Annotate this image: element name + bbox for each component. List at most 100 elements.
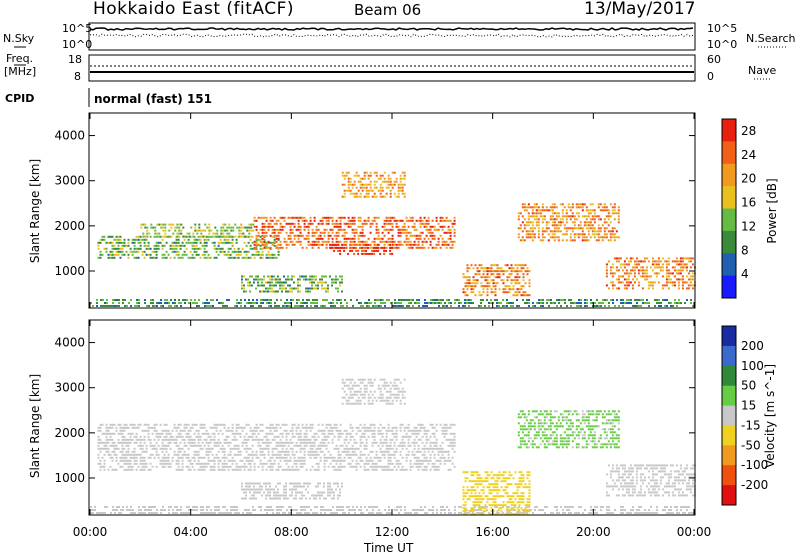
echo-cell	[148, 242, 150, 244]
echo-cell	[158, 248, 160, 250]
echo-cell	[202, 236, 204, 238]
echo-cell	[148, 424, 150, 426]
search-noise-trace	[90, 34, 693, 37]
echo-cell	[248, 227, 250, 229]
echo-cell	[302, 427, 304, 429]
echo-cell	[112, 442, 114, 444]
echo-cell	[566, 218, 568, 220]
echo-cell	[336, 223, 338, 225]
echo-cell	[250, 469, 252, 471]
echo-cell	[260, 439, 262, 441]
echo-cell	[588, 224, 590, 226]
echo-cell	[507, 279, 509, 281]
echo-cell	[212, 236, 214, 238]
echo-cell	[92, 512, 94, 514]
echo-cell	[628, 284, 630, 286]
echo-cell	[276, 257, 278, 259]
echo-cell	[440, 220, 442, 222]
echo-cell	[322, 305, 324, 307]
echo-cell	[314, 442, 316, 444]
echo-cell	[118, 302, 120, 304]
echo-cell	[270, 509, 272, 511]
echo-cell	[268, 445, 270, 447]
echo-cell	[282, 445, 284, 447]
echo-cell	[243, 291, 245, 293]
echo-cell	[372, 436, 374, 438]
echo-cell	[204, 236, 206, 238]
echo-cell	[332, 299, 334, 301]
echo-cell	[358, 457, 360, 459]
echo-cell	[414, 223, 416, 225]
echo-cell	[208, 445, 210, 447]
echo-cell	[499, 288, 501, 290]
echo-cell	[422, 442, 424, 444]
echo-cell	[586, 236, 588, 238]
echo-cell	[122, 245, 124, 247]
echo-cell	[196, 239, 198, 241]
echo-cell	[480, 302, 482, 304]
echo-cell	[438, 229, 440, 231]
echo-cell	[114, 445, 116, 447]
echo-cell	[626, 284, 628, 286]
echo-cell	[602, 506, 604, 508]
echo-cell	[422, 220, 424, 222]
echo-cell	[378, 235, 380, 237]
echo-cell	[341, 279, 343, 281]
echo-cell	[134, 454, 136, 456]
echo-cell	[356, 196, 358, 198]
echo-cell	[554, 506, 556, 508]
echo-cell	[380, 424, 382, 426]
echo-cell	[282, 433, 284, 435]
echo-cell	[521, 264, 523, 266]
echo-cell	[388, 424, 390, 426]
echo-cell	[614, 227, 616, 229]
echo-cell	[394, 241, 396, 243]
echo-cell	[550, 218, 552, 220]
echo-cell	[324, 460, 326, 462]
echo-cell	[323, 288, 325, 290]
echo-cell	[292, 469, 294, 471]
echo-cell	[124, 457, 126, 459]
echo-cell	[370, 302, 372, 304]
echo-cell	[527, 294, 529, 296]
echo-cell	[138, 439, 140, 441]
echo-cell	[100, 239, 102, 241]
echo-cell	[538, 221, 540, 223]
echo-cell	[684, 266, 686, 268]
echo-cell	[158, 454, 160, 456]
echo-cell	[180, 305, 182, 307]
echo-cell	[150, 454, 152, 456]
echo-cell	[428, 448, 430, 450]
echo-cell	[442, 442, 444, 444]
echo-cell	[218, 466, 220, 468]
echo-cell	[384, 196, 386, 198]
echo-cell	[294, 445, 296, 447]
echo-cell	[398, 241, 400, 243]
echo-cell	[282, 229, 284, 231]
echo-cell	[304, 460, 306, 462]
echo-cell	[270, 427, 272, 429]
echo-cell	[176, 242, 178, 244]
echo-cell	[430, 241, 432, 243]
echo-cell	[178, 239, 180, 241]
echo-cell	[351, 250, 353, 252]
echo-cell	[632, 257, 634, 259]
echo-cell	[477, 267, 479, 269]
echo-cell	[200, 506, 202, 508]
echo-cell	[374, 424, 376, 426]
echo-cell	[378, 512, 380, 514]
echo-cell	[317, 285, 319, 287]
echo-cell	[676, 272, 678, 274]
echo-cell	[418, 302, 420, 304]
echo-cell	[394, 305, 396, 307]
echo-cell	[532, 224, 534, 226]
echo-cell	[164, 448, 166, 450]
echo-cell	[436, 424, 438, 426]
echo-cell	[412, 466, 414, 468]
echo-cell	[388, 299, 390, 301]
echo-cell	[360, 235, 362, 237]
echo-cell	[116, 251, 118, 253]
echo-cell	[592, 230, 594, 232]
echo-cell	[370, 430, 372, 432]
echo-cell	[530, 233, 532, 235]
